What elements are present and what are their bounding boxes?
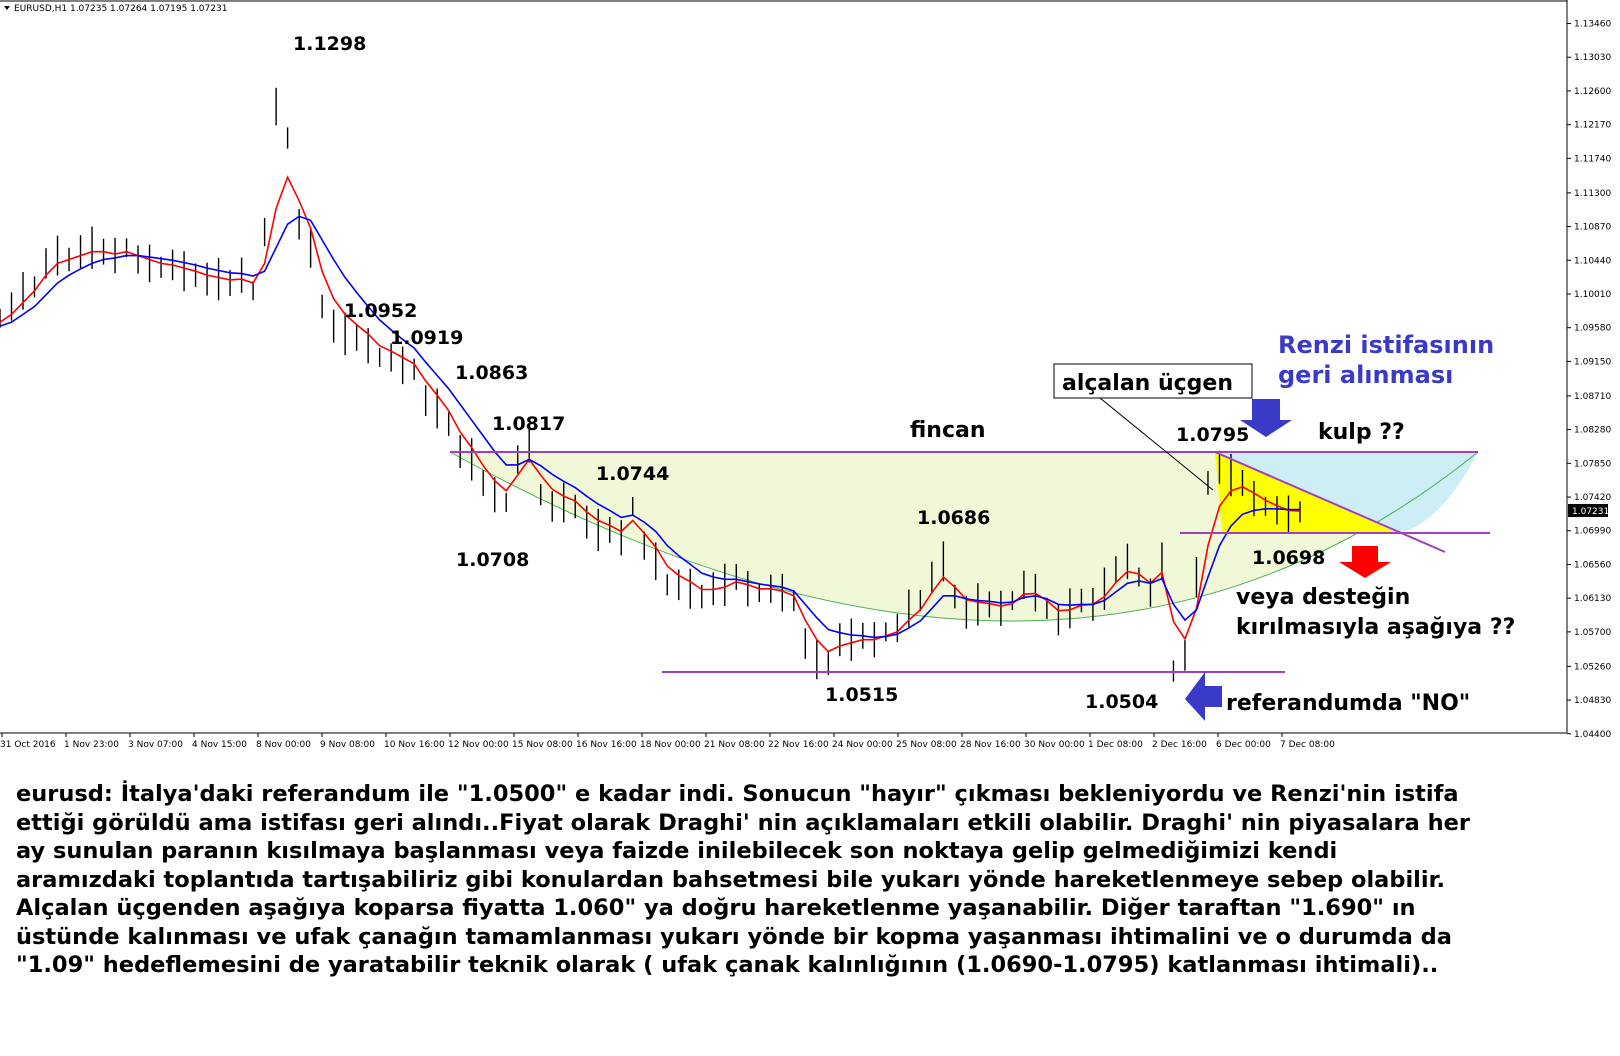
price-chart: 1.13460 1.13030 1.12600 1.12170 1.11740 1.113…: [0, 0, 1620, 760]
x-tick-label: 28 Nov 16:00: [960, 740, 1021, 750]
x-tick-label: 18 Nov 00:00: [640, 740, 701, 750]
annotation-kirilmasiyla: kırılmasıyla aşağıya ??: [1236, 615, 1515, 640]
annotation-1.1298: 1.1298: [293, 33, 366, 55]
y-tick-label: 1.13460: [1574, 20, 1611, 30]
y-tick-label: 1.11300: [1574, 189, 1611, 199]
x-tick-label: 7 Dec 08:00: [1280, 740, 1335, 750]
y-tick-label: 1.12170: [1574, 121, 1611, 131]
caption-line: üstünde kalınması ve ufak çanağın tamaml…: [16, 923, 1452, 950]
chart-background: [0, 0, 1620, 760]
caption-line: eurusd: İtalya'daki referandum ile "1.05…: [16, 781, 1459, 807]
arrow-down-red-icon: [1339, 546, 1391, 578]
x-tick-label: 12 Nov 00:00: [448, 740, 509, 750]
current-price-label: 1.07231: [1572, 507, 1609, 517]
x-tick-label: 15 Nov 08:00: [512, 740, 573, 750]
y-tick-label: 1.11740: [1574, 154, 1611, 164]
y-axis: 1.13460 1.13030 1.12600 1.12170 1.11740 1.113…: [1567, 20, 1611, 740]
x-tick-label: 22 Nov 16:00: [768, 740, 829, 750]
annotation-1.0795: 1.0795: [1176, 424, 1249, 446]
current-price-tag: [1568, 504, 1608, 517]
x-axis: 31 Oct 2016 1 Nov 23:00 3 Nov 07:00 4 Nov 1…: [0, 733, 1335, 750]
annotation-1.0817: 1.0817: [492, 413, 565, 435]
caption-line: aramızdaki toplantıda tartışabiliriz gib…: [16, 866, 1446, 893]
y-tick-label: 1.12600: [1574, 87, 1611, 97]
x-tick-label: 21 Nov 08:00: [704, 740, 765, 750]
annotation-referandum-no: referandumda "NO": [1226, 691, 1470, 716]
moving-average-blue-line: [0, 215, 1300, 639]
x-tick-label: 1 Dec 08:00: [1088, 740, 1143, 750]
caption-line: ettiği görüldü ama istifası geri alındı.…: [16, 809, 1470, 836]
y-tick-label: 1.07420: [1574, 493, 1611, 503]
triangle-upper-line: [1214, 451, 1446, 553]
x-tick-label: 8 Nov 00:00: [256, 740, 311, 750]
x-tick-label: 16 Nov 16:00: [576, 740, 637, 750]
y-tick-label: 1.08710: [1574, 392, 1611, 402]
y-tick-label: 1.04830: [1574, 696, 1611, 706]
y-tick-label: 1.10870: [1574, 223, 1611, 233]
annotation-renzi-line2: geri alınması: [1278, 361, 1453, 389]
annotation-renzi-line1: Renzi istifasının: [1278, 331, 1494, 359]
chart-menu-icon[interactable]: [4, 6, 10, 10]
y-tick-label: 1.05260: [1574, 662, 1611, 672]
x-tick-label: 2 Dec 16:00: [1152, 740, 1207, 750]
x-tick-label: 3 Nov 07:00: [128, 740, 183, 750]
y-tick-label: 1.04400: [1574, 730, 1611, 740]
x-tick-label: 4 Nov 15:00: [192, 740, 247, 750]
y-tick-label: 1.10440: [1574, 256, 1611, 266]
x-tick-label: 6 Dec 00:00: [1216, 740, 1271, 750]
annotation-alcalan-ucgen: alçalan üçgen: [1062, 371, 1233, 396]
y-tick-label: 1.09580: [1574, 324, 1611, 334]
annotation-1.0686: 1.0686: [917, 507, 990, 529]
handle-area: [1215, 452, 1478, 533]
x-tick-label: 30 Nov 00:00: [1024, 740, 1085, 750]
x-tick-label: 10 Nov 16:00: [384, 740, 445, 750]
y-tick-label: 1.06560: [1574, 560, 1611, 570]
annotation-1.0504: 1.0504: [1085, 691, 1158, 713]
analysis-caption: eurusd: İtalya'daki referandum ile "1.05…: [16, 780, 1611, 980]
annotation-1.0863: 1.0863: [455, 362, 528, 384]
annotation-1.0515: 1.0515: [825, 684, 898, 706]
cup-curve: [449, 451, 1479, 622]
annotation-1.0744: 1.0744: [596, 463, 669, 485]
y-tick-label: 1.10010: [1574, 290, 1611, 300]
caption-line: "1.09" hedeflemesini de yaratabilir tekn…: [16, 952, 1439, 978]
symbol-header: EURUSD,H1 1.07235 1.07264 1.07195 1.0723…: [14, 4, 227, 14]
caption-line: Alçalan üçgenden aşağıya koparsa fiyatta…: [16, 895, 1416, 921]
triangle-pointer-line: [1099, 397, 1214, 491]
annotation-1.0952: 1.0952: [344, 300, 417, 322]
annotation-fincan: fincan: [910, 418, 986, 443]
y-tick-label: 1.08280: [1574, 426, 1611, 436]
x-tick-label: 31 Oct 2016: [0, 740, 56, 750]
annotation-1.0708: 1.0708: [456, 549, 529, 571]
y-tick-label: 1.07850: [1574, 459, 1611, 469]
y-tick-label: 1.06990: [1574, 527, 1611, 537]
arrow-down-blue-icon: [1240, 399, 1292, 437]
x-tick-label: 24 Nov 00:00: [832, 740, 893, 750]
annotation-1.0919: 1.0919: [390, 327, 463, 349]
x-tick-label: 9 Nov 08:00: [320, 740, 375, 750]
y-tick-label: 1.05700: [1574, 628, 1611, 638]
annotation-veya-destegin: veya desteğin: [1236, 585, 1410, 610]
annotation-kulp: kulp ??: [1318, 420, 1405, 445]
annotation-1.0698: 1.0698: [1252, 547, 1325, 569]
x-tick-label: 1 Nov 23:00: [64, 740, 119, 750]
y-tick-label: 1.13030: [1574, 53, 1611, 63]
x-tick-label: 25 Nov 08:00: [896, 740, 957, 750]
plot-layer: [0, 87, 1301, 682]
triangle-label-box: [1053, 363, 1253, 399]
y-tick-label: 1.09150: [1574, 357, 1611, 367]
arrow-left-blue-icon: [1185, 672, 1222, 721]
caption-line: ay sunulan paranın kısılmaya başlanması …: [16, 838, 1338, 864]
y-tick-label: 1.06130: [1574, 594, 1611, 604]
